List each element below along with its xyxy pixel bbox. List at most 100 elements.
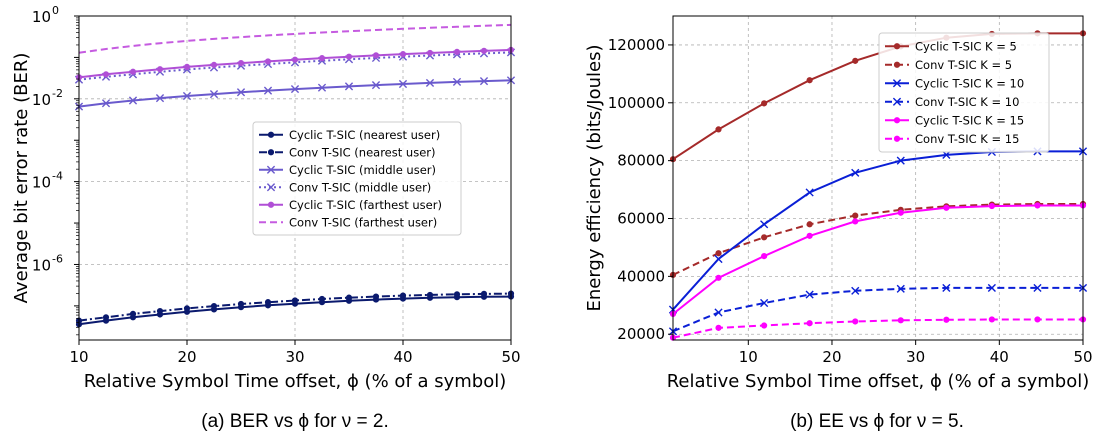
ber-legend: Cyclic T-SIC (nearest user) Conv T-SIC (n… xyxy=(252,121,462,236)
ee-y-tick-label: 100000 xyxy=(608,94,665,112)
ber-data-point xyxy=(210,302,218,310)
ee-x-tick-label: 50 xyxy=(1073,348,1092,366)
ber-legend-swatch-marker xyxy=(267,131,275,138)
ee-legend-swatch-marker xyxy=(893,117,901,124)
ber-data-point xyxy=(236,88,246,97)
ee-data-point xyxy=(715,324,722,331)
ber-x-axis-label: Relative Symbol Time offset, ϕ (% of a s… xyxy=(84,371,507,392)
ee-data-point xyxy=(806,221,813,228)
ber-data-point xyxy=(480,47,488,54)
ber-series-5 xyxy=(75,46,515,81)
ee-data-point xyxy=(943,204,950,211)
ber-data-point xyxy=(398,79,408,89)
ber-data-point xyxy=(345,294,353,301)
ee-legend-swatch xyxy=(885,61,909,68)
ee-series-line xyxy=(672,318,1083,339)
ber-data-point xyxy=(183,305,191,312)
ee-series-line xyxy=(672,286,1083,333)
ee-legend-swatch xyxy=(885,97,909,106)
ber-series-2 xyxy=(75,290,515,324)
ber-data-point xyxy=(453,291,461,298)
ee-data-point xyxy=(714,308,723,317)
ber-legend-box xyxy=(252,121,462,236)
ber-x-tick-label: 40 xyxy=(393,348,412,366)
ber-x-tick-label: 30 xyxy=(285,348,304,366)
ee-y-tick-label: 120000 xyxy=(608,36,665,54)
ee-chart: 10 20 30 40 50 20000 40000 60000 80000 100000 1200… xyxy=(584,15,1093,432)
ee-data-point xyxy=(987,283,996,293)
ee-data-point xyxy=(760,220,769,229)
ee-plot-frame xyxy=(672,15,1084,341)
ber-data-point xyxy=(263,86,273,95)
ee-x-tick-label: 30 xyxy=(906,348,925,366)
ee-legend-swatch-marker xyxy=(893,61,901,68)
ber-data-point xyxy=(318,55,326,62)
ber-legend-label: Conv T-SIC (nearest user) xyxy=(289,145,436,159)
ber-data-point xyxy=(318,295,326,303)
ee-x-tick-label: 40 xyxy=(990,348,1009,366)
ber-legend-swatch xyxy=(259,183,283,192)
ber-data-point xyxy=(155,94,165,103)
ee-data-point xyxy=(760,298,769,308)
ee-data-point xyxy=(715,126,722,133)
ber-data-point xyxy=(425,78,435,88)
ee-data-point xyxy=(806,320,813,327)
ee-series-2 xyxy=(669,200,1087,279)
ber-y-tick-label: 10 xyxy=(32,256,51,274)
ber-data-point xyxy=(372,52,380,59)
ee-data-point xyxy=(805,188,814,197)
ber-y-tick-label: 10 xyxy=(32,174,51,192)
ee-data-point xyxy=(852,318,859,325)
ber-legend-swatch-marker xyxy=(266,183,276,192)
ee-series-line xyxy=(672,150,1083,311)
ber-data-point xyxy=(345,53,353,60)
ber-legend-swatch xyxy=(259,201,283,208)
ber-data-point xyxy=(372,293,380,300)
ber-series-3 xyxy=(74,76,516,111)
ber-data-point xyxy=(209,90,219,99)
ee-x-axis-label: Relative Symbol Time offset, ϕ (% of a s… xyxy=(667,371,1090,392)
ee-y-axis-label: Energy efficiency (bits/Joules) xyxy=(584,44,605,311)
ee-data-point xyxy=(896,156,905,165)
ber-data-point xyxy=(128,96,138,105)
ber-data-point xyxy=(426,49,434,57)
ber-data-point xyxy=(453,48,461,55)
ee-data-point xyxy=(852,212,859,219)
ber-x-tick-label: 10 xyxy=(69,348,88,366)
ee-data-point xyxy=(761,234,768,241)
ber-series-line xyxy=(78,23,512,54)
ee-legend-swatch-marker xyxy=(893,135,901,142)
ee-data-point xyxy=(761,322,768,329)
ber-data-point xyxy=(399,292,407,299)
ber-data-point xyxy=(102,71,110,78)
ber-data-point xyxy=(237,300,245,308)
ee-data-point xyxy=(1033,283,1042,293)
ber-data-point xyxy=(291,56,299,63)
ber-data-point xyxy=(183,63,191,71)
ee-series-5 xyxy=(669,202,1087,318)
ber-data-point xyxy=(129,68,137,75)
ee-legend-swatch-marker xyxy=(892,97,902,106)
ee-series-line xyxy=(672,203,1083,276)
ber-legend-swatch xyxy=(259,131,283,138)
ber-legend-label: Conv T-SIC (middle user) xyxy=(289,180,431,194)
ee-data-point xyxy=(851,286,860,295)
ee-legend-swatch-marker xyxy=(893,43,901,50)
ee-data-point xyxy=(715,274,722,281)
ber-y-tick-label: 10 xyxy=(32,91,51,109)
ee-legend-swatch xyxy=(885,135,909,142)
ee-caption: (b) EE vs ϕ for ν = 5. xyxy=(790,411,964,432)
ber-data-point xyxy=(156,66,164,73)
ee-data-point xyxy=(896,284,905,293)
ee-legend-box xyxy=(878,32,1050,153)
ber-legend-label: Cyclic T-SIC (middle user) xyxy=(289,163,436,177)
ee-data-point xyxy=(852,218,859,225)
ber-data-point xyxy=(156,307,164,315)
ber-data-point xyxy=(371,81,381,90)
ber-y-tick-exponent: 0 xyxy=(52,4,59,17)
ber-legend-swatch-marker xyxy=(267,149,275,156)
ee-data-point xyxy=(942,283,951,293)
ee-y-tick-label: 60000 xyxy=(617,210,665,228)
ber-series-6 xyxy=(78,23,512,54)
